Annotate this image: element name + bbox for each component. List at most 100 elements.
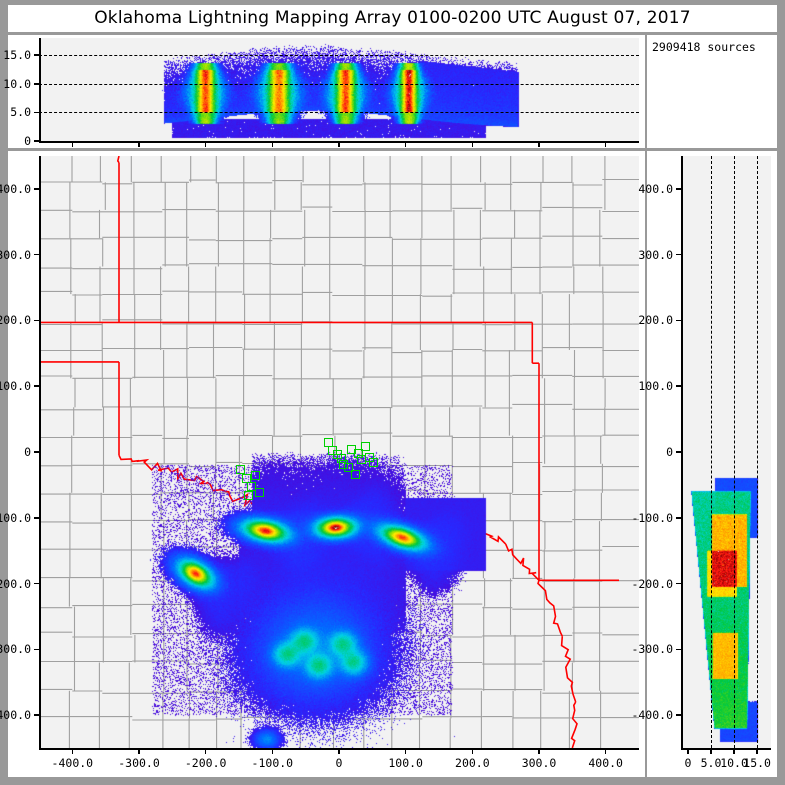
top-panel-y-tick-3: [34, 54, 40, 56]
right-gridline-1: [734, 156, 736, 748]
map-y-tick-4: [34, 451, 40, 453]
top-panel-x-tick-4: [338, 141, 340, 147]
map-y-tick-1: [34, 648, 40, 651]
map-y-tick-0: [34, 714, 40, 716]
right-x-ticklabel-0: 0: [684, 756, 692, 770]
top-panel-source-points: [39, 38, 639, 141]
right-x-ticklabel-1: 5.0: [700, 756, 722, 770]
lma-station-marker: [254, 487, 264, 497]
lma-station-marker: [247, 481, 257, 491]
map-x-ticklabel-0: -400.0: [51, 756, 94, 770]
top-panel-y-tick-1: [34, 111, 40, 114]
right-x-ticklabel-2: 10.0: [720, 756, 748, 770]
lma-station-marker: [338, 459, 348, 469]
map-x-ticklabel-3: -100.0: [251, 756, 294, 770]
right-y-ticklabel-1: -300.0: [631, 642, 673, 657]
right-y-tick-1: [676, 648, 682, 651]
lma-station-marker: [361, 441, 371, 451]
map-x-tick-8: [604, 748, 607, 754]
page-title: Oklahoma Lightning Mapping Array 0100-02…: [94, 8, 691, 28]
right-x-tick-2: [733, 748, 735, 754]
top-panel-x-tick-7: [538, 141, 540, 147]
top-panel-x-tick-5: [404, 141, 407, 147]
top-panel-gridline-2: [39, 55, 639, 57]
map-y-ticklabel-5: 100.0: [0, 379, 31, 394]
lma-station-marker: [337, 454, 347, 464]
map-x-tick-0: [71, 748, 74, 754]
map-x-tick-6: [471, 748, 474, 754]
top-panel-gridline-1: [39, 83, 639, 85]
right-y-ticklabel-3: -100.0: [631, 510, 673, 525]
lma-station-marker: [250, 470, 260, 480]
right-panel-source-points: [681, 156, 771, 748]
lma-station-marker: [241, 473, 251, 483]
map-y-tick-6: [34, 319, 40, 322]
altitude-vs-east-west-panel: 05.010.015.0-400.0-300.0-200.0-100.00100…: [3, 35, 645, 163]
lma-station-marker: [343, 463, 353, 473]
right-x-tick-0: [687, 748, 689, 754]
right-y-tick-4: [676, 451, 682, 453]
lma-station-marker: [369, 458, 379, 468]
lma-station-marker: [243, 490, 253, 500]
map-x-ticklabel-4: 0: [335, 756, 343, 770]
map-plot-area: [39, 156, 639, 748]
map-x-ticklabel-5: 100.0: [388, 756, 423, 770]
map-y-ticklabel-3: -100.0: [0, 510, 31, 525]
right-x-tick-3: [756, 748, 758, 754]
top-panel-y-tick-0: [34, 140, 40, 142]
right-gridline-0: [711, 156, 712, 748]
top-panel-y-axis: [39, 38, 41, 141]
top-panel-y-ticklabel-3: 15.0: [3, 48, 31, 63]
top-panel-x-tick-0: [71, 141, 74, 147]
lma-station-marker: [353, 448, 363, 458]
top-panel-gridline-0: [39, 112, 639, 114]
map-x-tick-1: [138, 748, 140, 754]
top-panel-y-ticklabel-0: 0: [24, 134, 31, 148]
top-panel-x-tick-3: [271, 141, 274, 147]
right-y-ticklabel-6: 200.0: [638, 313, 673, 328]
map-y-tick-3: [34, 517, 40, 519]
map-x-tick-3: [271, 748, 274, 754]
plan-view-map-panel: -400.0 -300.0 -200.0 -100.0 0 100.0 200.0 300.0…: [0, 151, 645, 777]
lma-station-marker: [350, 469, 360, 479]
map-source-points: [39, 156, 639, 748]
map-x-ticklabel-7: 300.0: [521, 756, 557, 770]
top-panel-x-tick-2: [204, 141, 207, 147]
map-x-tick-7: [538, 748, 540, 754]
right-y-tick-6: [676, 319, 682, 322]
top-panel-y-ticklabel-2: 10.0: [3, 76, 31, 91]
map-x-ticklabel-8: 400.0: [588, 756, 623, 770]
map-y-ticklabel-2: -200.0: [0, 576, 31, 591]
map-y-ticklabel-1: -300.0: [0, 642, 31, 657]
right-y-tick-2: [676, 582, 682, 585]
top-panel-y-tick-2: [34, 83, 40, 85]
map-x-ticklabel-2: -200.0: [184, 756, 227, 770]
source-count-label: 2909418 sources: [652, 40, 756, 54]
altitude-vs-north-south-panel: -400.0 -300.0 -200.0 -100.0 0 100.0 200.0 300.0…: [631, 151, 777, 777]
map-y-ticklabel-8: 400.0: [0, 181, 31, 196]
map-y-tick-7: [34, 253, 40, 256]
lma-station-marker: [356, 455, 366, 465]
right-y-tick-3: [676, 517, 682, 519]
map-y-tick-5: [34, 385, 40, 387]
map-x-ticklabel-6: 200.0: [455, 756, 490, 770]
map-x-tick-5: [404, 748, 407, 754]
right-x-axis: [681, 748, 771, 750]
map-y-tick-8: [34, 188, 40, 190]
top-panel-x-tick-6: [471, 141, 474, 147]
map-x-tick-4: [338, 748, 340, 754]
right-y-ticklabel-4: 0: [666, 445, 673, 459]
map-y-ticklabel-7: 300.0: [0, 247, 31, 262]
title-bar: Oklahoma Lightning Mapping Array 0100-02…: [8, 5, 777, 32]
lma-station-marker: [235, 464, 245, 474]
right-y-ticklabel-8: 400.0: [638, 181, 673, 196]
right-x-tick-1: [710, 748, 712, 754]
map-y-ticklabel-4: 0: [24, 445, 31, 459]
map-x-ticklabel-1: -300.0: [118, 756, 160, 770]
map-y-ticklabel-0: -400.0: [0, 708, 31, 723]
map-y-ticklabel-6: 200.0: [0, 313, 31, 328]
right-y-tick-8: [676, 188, 682, 190]
top-panel-plot-area: [39, 38, 639, 141]
right-panel-plot-area: [681, 156, 771, 748]
